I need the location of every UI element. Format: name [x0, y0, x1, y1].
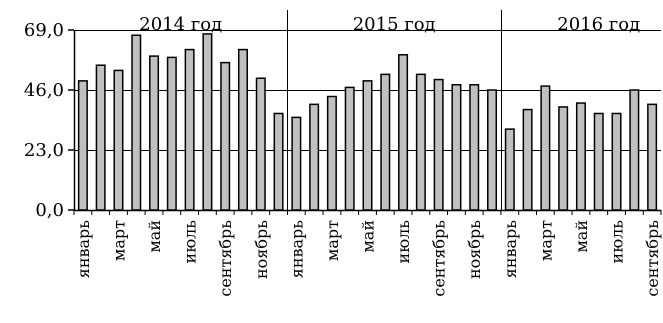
y-tick-label: 23,0 — [24, 140, 64, 161]
bar — [469, 84, 480, 211]
bar — [380, 73, 391, 211]
bar — [131, 34, 142, 211]
bar — [220, 61, 231, 211]
x-category-label: март — [323, 220, 342, 261]
bar — [291, 116, 302, 211]
bar — [433, 78, 444, 211]
group-label: 2015 год — [353, 14, 436, 35]
x-category-label: ноябрь — [465, 220, 484, 279]
bar — [273, 112, 284, 211]
group-label: 2016 год — [557, 14, 640, 35]
x-category-label: май — [145, 220, 164, 253]
x-category-label: январь — [74, 220, 93, 279]
y-tick-label: 0,0 — [35, 200, 64, 221]
axes — [68, 10, 662, 215]
bar — [166, 56, 177, 211]
bar — [184, 48, 195, 211]
x-category-label: январь — [501, 220, 520, 279]
x-category-label: май — [572, 220, 591, 253]
bar — [487, 89, 498, 211]
bar — [611, 112, 622, 211]
bar — [629, 89, 640, 211]
bar — [344, 86, 355, 211]
x-category-label: январь — [287, 220, 306, 279]
bar — [113, 69, 124, 211]
bar — [558, 106, 569, 211]
y-tick-label: 46,0 — [24, 80, 64, 101]
y-tick-label: 69,0 — [24, 20, 64, 41]
bars — [77, 33, 658, 211]
bar — [326, 95, 337, 211]
x-category-label: июль — [394, 220, 413, 264]
bar — [504, 128, 515, 211]
bar — [362, 80, 373, 211]
x-category-label: сентябрь — [216, 220, 235, 297]
bar — [593, 112, 604, 211]
x-category-label: сентябрь — [643, 220, 662, 297]
bar — [451, 84, 462, 211]
x-category-label: ноябрь — [252, 220, 271, 279]
x-category-label: июль — [181, 220, 200, 264]
bar — [522, 108, 533, 211]
group-label: 2014 год — [139, 14, 222, 35]
bar — [647, 103, 658, 211]
x-category-label: май — [359, 220, 378, 253]
bar — [237, 48, 248, 211]
x-category-label: март — [109, 220, 128, 261]
bar — [415, 73, 426, 211]
bar — [398, 54, 409, 211]
bar — [95, 64, 106, 211]
x-category-label: март — [536, 220, 555, 261]
x-category-label: сентябрь — [430, 220, 449, 297]
bar — [255, 77, 266, 211]
bar — [149, 55, 160, 211]
x-category-label: июль — [608, 220, 627, 264]
bar — [202, 33, 213, 211]
bar — [309, 103, 320, 211]
bar — [540, 85, 551, 211]
bar — [575, 102, 586, 211]
bar — [77, 80, 88, 211]
